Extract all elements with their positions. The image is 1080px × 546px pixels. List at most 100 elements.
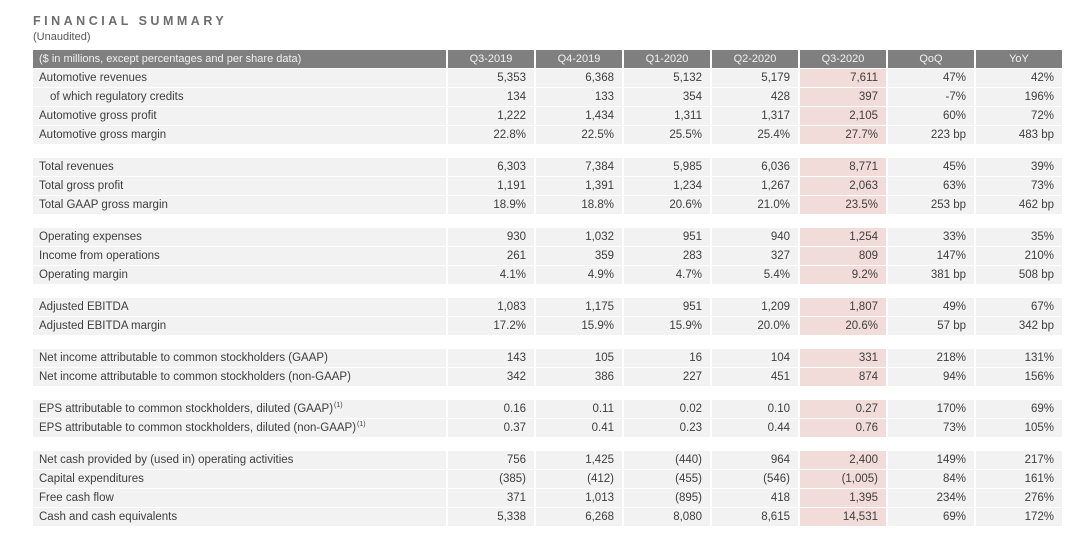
- cell-yoy: 483 bp: [976, 126, 1062, 144]
- cell-q3-2019: 22.8%: [448, 126, 534, 144]
- cell-q2-2020: 327: [712, 247, 798, 265]
- page-title: FINANCIAL SUMMARY: [33, 14, 228, 28]
- cell-q1-2020: 354: [624, 88, 710, 106]
- cell-q2-2020: 6,036: [712, 158, 798, 176]
- cell-yoy: 217%: [976, 451, 1062, 469]
- row-label: Net income attributable to common stockh…: [33, 349, 446, 367]
- table-row: Net cash provided by (used in) operating…: [33, 451, 1063, 469]
- cell-q2-2020: 940: [712, 228, 798, 246]
- cell-q1-2020: 0.02: [624, 400, 710, 418]
- cell-q4-2019: 0.11: [536, 400, 622, 418]
- column-header-q2-2020: Q2-2020: [712, 50, 798, 68]
- cell-qoq: 33%: [888, 228, 974, 246]
- cell-q2-2020: (546): [712, 470, 798, 488]
- cell-q2-2020: 21.0%: [712, 196, 798, 214]
- cell-q4-2019: 22.5%: [536, 126, 622, 144]
- cell-yoy: 276%: [976, 489, 1062, 507]
- cell-yoy: 156%: [976, 368, 1062, 386]
- row-group-7: Net cash provided by (used in) operating…: [33, 451, 1063, 526]
- table-row: Automotive gross margin 22.8% 22.5% 25.5% 25…: [33, 126, 1063, 144]
- cell-q4-2019: 1,013: [536, 489, 622, 507]
- cell-q3-2020: 397: [800, 88, 886, 106]
- cell-q1-2020: (455): [624, 470, 710, 488]
- cell-q1-2020: (440): [624, 451, 710, 469]
- cell-yoy: 161%: [976, 470, 1062, 488]
- table-row: Capital expenditures (385) (412) (455) (546)…: [33, 470, 1063, 488]
- cell-q3-2019: 134: [448, 88, 534, 106]
- row-group-6: EPS attributable to common stockholders,…: [33, 400, 1063, 437]
- cell-q3-2020: 0.27: [800, 400, 886, 418]
- cell-q4-2019: 359: [536, 247, 622, 265]
- cell-q3-2019: 6,303: [448, 158, 534, 176]
- table-row: EPS attributable to common stockholders,…: [33, 400, 1063, 418]
- cell-qoq: 223 bp: [888, 126, 974, 144]
- financial-summary-table: ($ in millions, except percentages and p…: [33, 50, 1063, 526]
- financial-summary-page: FINANCIAL SUMMARY (Unaudited) ($ in mill…: [33, 14, 1063, 526]
- cell-q4-2019: 6,268: [536, 508, 622, 526]
- cell-q2-2020: 8,615: [712, 508, 798, 526]
- row-label: EPS attributable to common stockholders,…: [33, 419, 446, 437]
- cell-q3-2019: 1,222: [448, 107, 534, 125]
- cell-q2-2020: 1,267: [712, 177, 798, 195]
- row-label: Cash and cash equivalents: [33, 508, 446, 526]
- row-label: of which regulatory credits: [33, 88, 446, 106]
- cell-q3-2020: 0.76: [800, 419, 886, 437]
- cell-q3-2019: 18.9%: [448, 196, 534, 214]
- cell-q3-2020: 331: [800, 349, 886, 367]
- cell-q3-2020: 1,395: [800, 489, 886, 507]
- table-row: Income from operations 261 359 283 327 809 147…: [33, 247, 1063, 265]
- cell-q3-2019: 930: [448, 228, 534, 246]
- cell-q4-2019: 1,032: [536, 228, 622, 246]
- row-group-2: Total revenues 6,303 7,384 5,985 6,036 8,771 4…: [33, 158, 1063, 214]
- cell-q3-2019: 143: [448, 349, 534, 367]
- cell-yoy: 172%: [976, 508, 1062, 526]
- row-label: Total revenues: [33, 158, 446, 176]
- cell-q3-2019: 1,083: [448, 298, 534, 316]
- row-label: Adjusted EBITDA: [33, 298, 446, 316]
- cell-q3-2020: 14,531: [800, 508, 886, 526]
- cell-q3-2019: 0.16: [448, 400, 534, 418]
- cell-qoq: 147%: [888, 247, 974, 265]
- table-body: Automotive revenues 5,353 6,368 5,132 5,179 7…: [33, 69, 1063, 526]
- cell-q1-2020: 5,985: [624, 158, 710, 176]
- cell-q4-2019: 15.9%: [536, 317, 622, 335]
- footnote-ref: (1): [357, 421, 366, 429]
- cell-qoq: 170%: [888, 400, 974, 418]
- row-label: Operating expenses: [33, 228, 446, 246]
- column-header-q1-2020: Q1-2020: [624, 50, 710, 68]
- cell-q4-2019: 1,391: [536, 177, 622, 195]
- row-label: Automotive gross margin: [33, 126, 446, 144]
- row-label: Income from operations: [33, 247, 446, 265]
- cell-q3-2020: 874: [800, 368, 886, 386]
- cell-q2-2020: 0.10: [712, 400, 798, 418]
- cell-qoq: 381 bp: [888, 266, 974, 284]
- table-row: EPS attributable to common stockholders,…: [33, 419, 1063, 437]
- cell-q3-2020: 7,611: [800, 69, 886, 87]
- cell-qoq: 94%: [888, 368, 974, 386]
- cell-q1-2020: 1,311: [624, 107, 710, 125]
- cell-q1-2020: 5,132: [624, 69, 710, 87]
- cell-q3-2020: 2,063: [800, 177, 886, 195]
- cell-yoy: 42%: [976, 69, 1062, 87]
- row-group-4: Adjusted EBITDA 1,083 1,175 951 1,209 1,807 49…: [33, 298, 1063, 335]
- cell-q4-2019: 105: [536, 349, 622, 367]
- cell-qoq: 149%: [888, 451, 974, 469]
- cell-q3-2019: 371: [448, 489, 534, 507]
- row-group-3: Operating expenses 930 1,032 951 940 1,254 33%…: [33, 228, 1063, 284]
- cell-qoq: 60%: [888, 107, 974, 125]
- column-header-q3-2019: Q3-2019: [448, 50, 534, 68]
- cell-q3-2020: 2,105: [800, 107, 886, 125]
- cell-q1-2020: 20.6%: [624, 196, 710, 214]
- cell-yoy: 73%: [976, 177, 1062, 195]
- cell-q3-2020: 809: [800, 247, 886, 265]
- table-header-row: ($ in millions, except percentages and p…: [33, 50, 1063, 68]
- cell-yoy: 69%: [976, 400, 1062, 418]
- cell-q1-2020: (895): [624, 489, 710, 507]
- cell-q4-2019: 386: [536, 368, 622, 386]
- row-label: Total GAAP gross margin: [33, 196, 446, 214]
- cell-q2-2020: 5.4%: [712, 266, 798, 284]
- cell-q3-2020: 8,771: [800, 158, 886, 176]
- cell-q3-2019: 17.2%: [448, 317, 534, 335]
- page-subtitle: (Unaudited): [33, 31, 91, 43]
- cell-q3-2020: 27.7%: [800, 126, 886, 144]
